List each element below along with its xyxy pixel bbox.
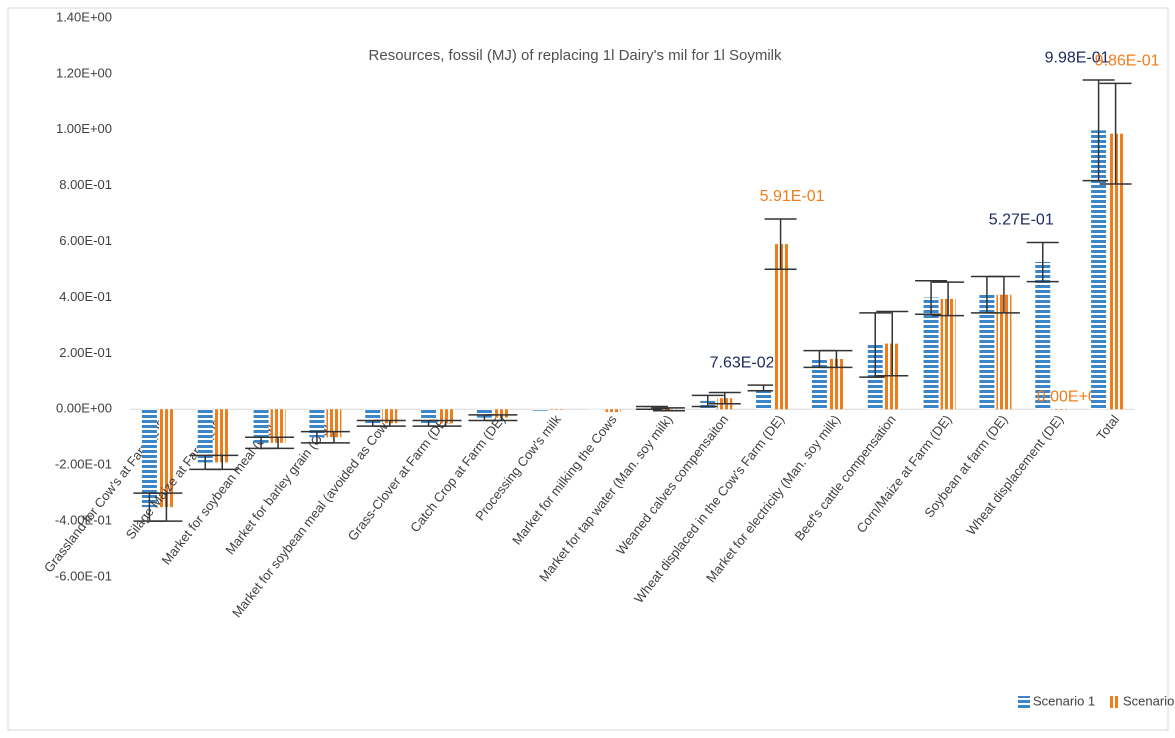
bar	[532, 409, 548, 411]
bar	[923, 297, 939, 410]
value-label: 7.63E-02	[710, 354, 775, 371]
bar	[549, 409, 565, 410]
legend-swatch	[1018, 696, 1030, 708]
error-bar	[708, 391, 741, 405]
x-tick-label: Corn/Maize at Farm (DE)	[853, 412, 954, 536]
error-bar	[876, 310, 909, 377]
bar	[588, 409, 604, 410]
x-tick-label: Grass-Clover at Farm (DE)	[345, 412, 452, 544]
error-bar	[652, 407, 685, 412]
y-tick-label: -6.00E-01	[55, 568, 112, 583]
error-bar	[150, 492, 183, 522]
bar	[979, 294, 995, 410]
x-tick-label: Market for milking the Cows	[509, 412, 620, 548]
bar	[1108, 133, 1124, 410]
x-tick-label: Beef's cattle compensation	[792, 412, 899, 543]
bar	[158, 409, 174, 508]
bar	[270, 409, 286, 443]
x-tick-label: Catch Crop at Farm (DE)	[407, 412, 508, 535]
error-bar	[429, 419, 462, 427]
bar	[309, 409, 325, 438]
bar	[773, 244, 789, 410]
bar	[326, 409, 342, 438]
bar	[214, 409, 230, 463]
bar	[1052, 409, 1068, 410]
bar	[996, 294, 1012, 410]
value-label: 5.27E-01	[989, 212, 1054, 229]
y-tick-label: 4.00E-01	[59, 289, 112, 304]
bar	[197, 409, 213, 463]
y-tick-label: 0.00E+00	[56, 401, 112, 416]
y-tick-label: 2.00E-01	[59, 345, 112, 360]
value-label: 9.98E-01	[1045, 49, 1110, 66]
bar	[940, 298, 956, 410]
legend-label: Scenario 2	[1123, 693, 1175, 708]
error-bar	[485, 414, 518, 422]
value-label: 9.86E-01	[1095, 53, 1160, 70]
error-bar	[206, 454, 239, 471]
value-label: 5.91E-01	[760, 188, 825, 205]
bar	[756, 387, 772, 410]
error-bar	[820, 349, 853, 369]
error-bar	[373, 419, 406, 427]
x-tick-label: Total	[1093, 412, 1122, 443]
error-bar	[764, 218, 797, 271]
legend-label: Scenario 1	[1033, 693, 1095, 708]
y-tick-label: 8.00E-01	[59, 177, 112, 192]
x-tick-label: Wheat displacement (DE)	[963, 412, 1066, 538]
bar	[1035, 262, 1051, 410]
value-label: 0.00E+00	[1037, 389, 1106, 406]
y-tick-label: -4.00E-01	[55, 513, 112, 528]
y-tick-label: -2.00E-01	[55, 457, 112, 472]
x-tick-label: Silage Maize at Farm (DE)	[123, 412, 229, 542]
y-tick-label: 1.40E+00	[56, 9, 112, 24]
chart-border	[7, 7, 1169, 731]
bar	[253, 409, 269, 443]
error-bar	[932, 281, 965, 317]
bar	[141, 409, 157, 508]
chart-title: Resources, fossil (MJ) of replacing 1l D…	[369, 47, 782, 64]
error-bar	[1026, 241, 1059, 283]
x-tick-label: Weaned calves compensaiton	[613, 412, 731, 558]
y-tick-label: 1.20E+00	[56, 65, 112, 80]
y-tick-label: 1.00E+00	[56, 121, 112, 136]
bar	[493, 409, 509, 418]
bar	[1091, 130, 1107, 410]
legend-swatch	[1108, 696, 1120, 708]
error-bar	[1099, 82, 1132, 185]
bar	[605, 409, 621, 413]
error-bar	[317, 430, 350, 444]
bar	[828, 358, 844, 410]
error-bar	[262, 436, 295, 450]
bar	[476, 409, 492, 418]
error-bar	[987, 275, 1020, 314]
y-tick-label: 6.00E-01	[59, 233, 112, 248]
bar	[811, 358, 827, 410]
